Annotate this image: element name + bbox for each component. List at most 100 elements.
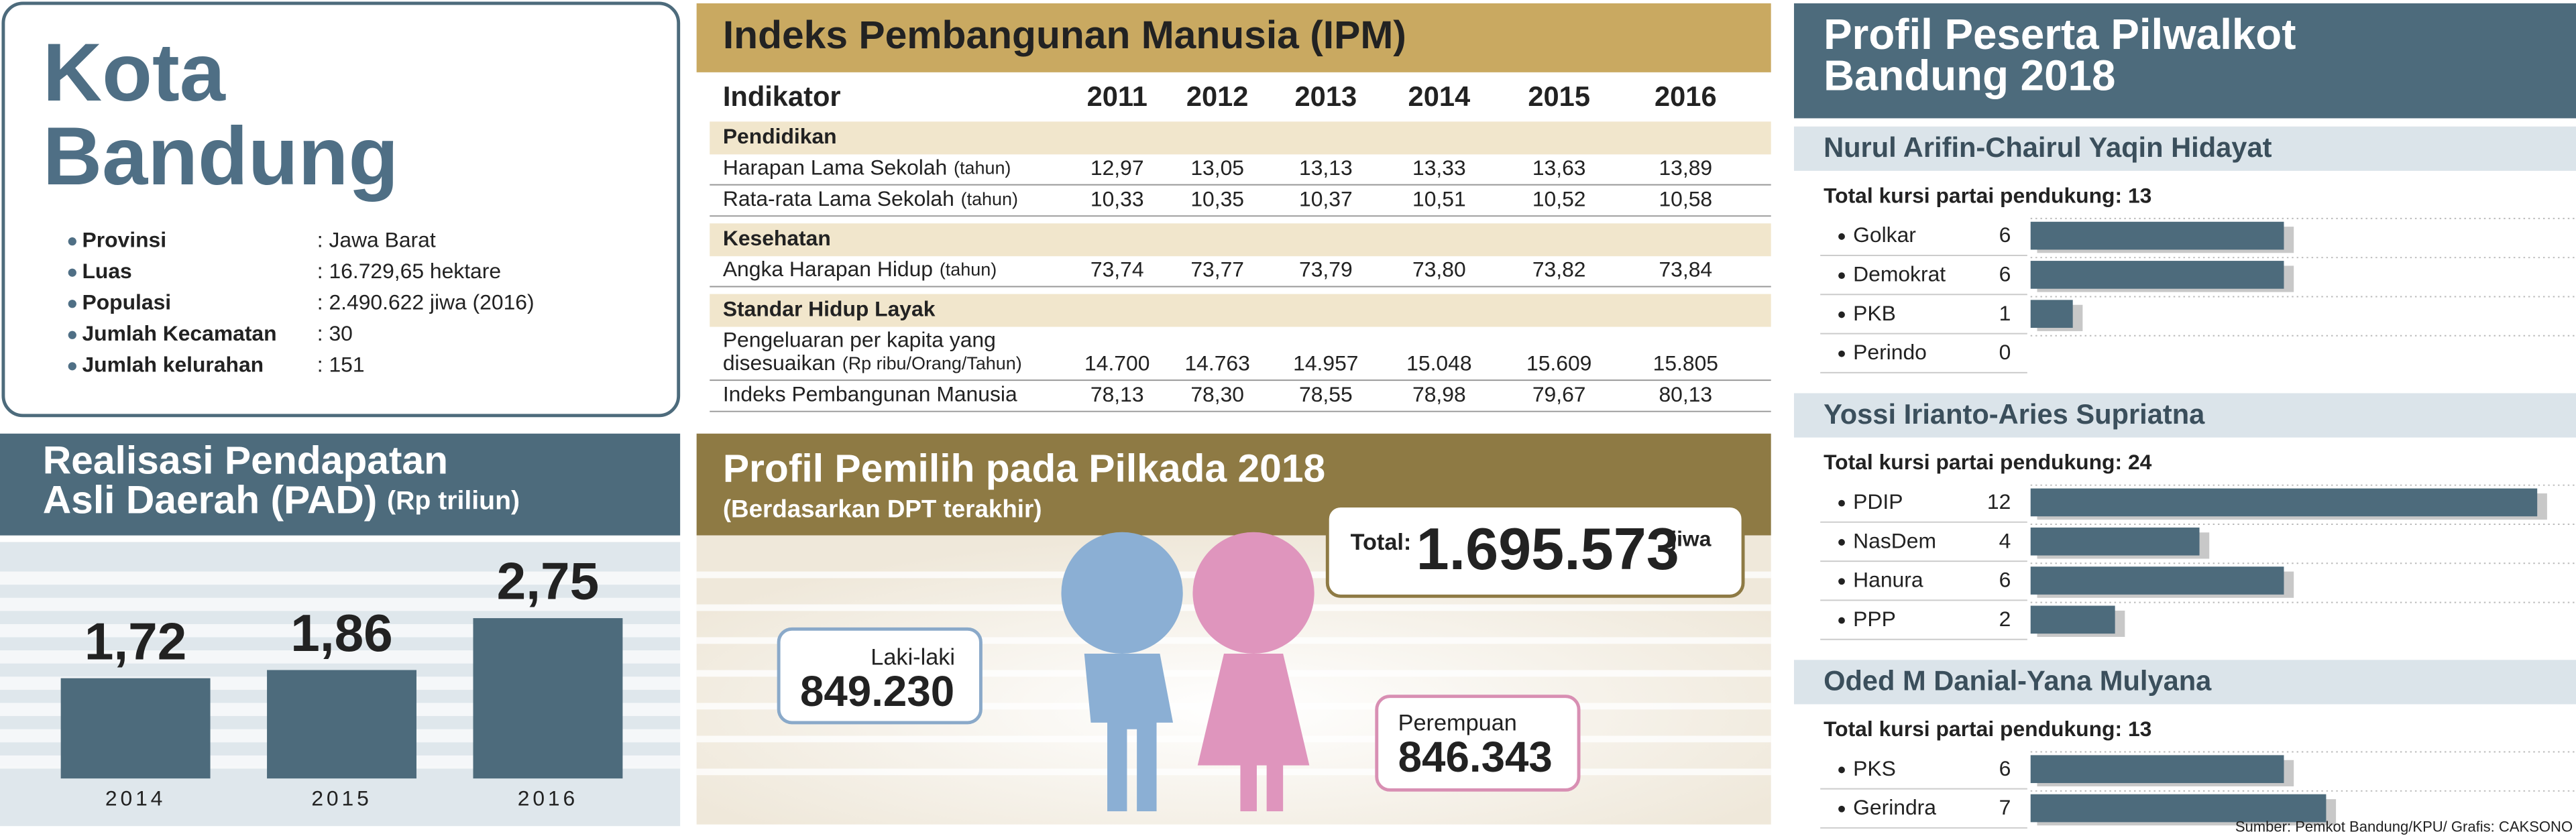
section-band	[710, 223, 1771, 257]
ipm-header: 2011	[1087, 80, 1147, 112]
pair-name: Oded M Danial-Yana Mulyana	[1824, 665, 2212, 697]
cell-value: 13,05	[1190, 156, 1244, 180]
ipm-header	[696, 3, 1771, 72]
pair-name: Yossi Irianto-Aries Supriatna	[1824, 398, 2205, 430]
cell-value: 73,84	[1659, 257, 1712, 282]
ipm-header: Indikator	[723, 80, 841, 112]
candidates-title: Bandung 2018	[1824, 52, 2115, 99]
city-title: Bandung	[43, 110, 399, 202]
bullet	[68, 300, 76, 308]
row-label: Rata-rata Lama Sekolah (tahun)	[723, 186, 1018, 211]
cell-value: 10,33	[1090, 186, 1144, 211]
section-name: Kesehatan	[723, 226, 831, 250]
cell-value: 13,33	[1412, 156, 1466, 180]
bullet	[68, 331, 76, 339]
bullet	[68, 237, 76, 246]
row-unit: (tahun)	[954, 158, 1011, 178]
pair-band	[1793, 393, 2576, 438]
party-bar	[2030, 261, 2284, 289]
cell-value: 14.763	[1184, 351, 1249, 375]
bullet	[68, 268, 76, 277]
row-label-text: Angka Harapan Hidup	[723, 257, 933, 282]
city-title: Kota	[43, 26, 226, 118]
total-unit: jiwa	[1670, 526, 1711, 550]
cell-value: 15.048	[1406, 351, 1471, 375]
row-label: Pengeluaran per kapita yang	[723, 328, 996, 352]
male-box	[777, 627, 983, 725]
candidates-header	[1793, 3, 2576, 119]
total-box	[1325, 504, 1745, 598]
cell-value: 78,30	[1190, 382, 1244, 406]
party-name: Demokrat	[1853, 262, 1946, 286]
pad-header	[0, 433, 681, 536]
row-label: Angka Harapan Hidup (tahun)	[723, 257, 997, 282]
profile-label: Jumlah Kecamatan	[82, 321, 276, 345]
party-name: Hanura	[1853, 568, 1923, 592]
pad-value-label: 1,72	[85, 611, 187, 670]
row-label-text: Harapan Lama Sekolah	[723, 156, 947, 180]
section-band	[710, 121, 1771, 155]
cell-value: 78,13	[1090, 382, 1144, 406]
party-bar	[2030, 755, 2284, 784]
pad-title: Realisasi Pendapatan	[43, 438, 448, 482]
cell-value: 13,89	[1659, 156, 1712, 180]
ipm-header: 2015	[1528, 80, 1590, 112]
ipm-header: 2016	[1655, 80, 1717, 112]
party-name: PKS	[1853, 756, 1896, 780]
profile-label: Populasi	[82, 290, 171, 314]
pad-value-label: 2,75	[497, 552, 600, 611]
party-seats: 6	[1999, 223, 2011, 247]
male-figure	[1061, 532, 1183, 812]
female-figure	[1192, 532, 1314, 812]
cell-value: 14.700	[1084, 351, 1150, 375]
pad-title-line: Asli Daerah (PAD)	[43, 478, 378, 522]
cell-value: 73,79	[1299, 257, 1353, 282]
row-label-text: disesuaikan	[723, 351, 836, 375]
row-label: disesuaikan (Rp ribu/Orang/Tahun)	[723, 351, 1022, 375]
ipm-header: 2013	[1295, 80, 1357, 112]
male-label: Laki-laki	[871, 644, 955, 670]
cell-value: 80,13	[1659, 382, 1712, 406]
cell-value: 73,77	[1190, 257, 1244, 282]
row-label: Harapan Lama Sekolah (tahun)	[723, 156, 1011, 180]
pad-year: 2015	[311, 786, 372, 810]
pad-title: Asli Daerah (PAD) (Rp triliun)	[43, 478, 520, 522]
source: Sumber: Pemkot Bandung/KPU/ Grafis: CAKS…	[2235, 819, 2573, 835]
profile-value: : 2.490.622 jiwa (2016)	[317, 290, 535, 314]
pad-bar	[60, 678, 211, 779]
cell-value: 13,63	[1532, 156, 1586, 180]
female-box	[1375, 695, 1581, 792]
party-name: NasDem	[1853, 528, 1936, 552]
seats-label: Total kursi partai pendukung: 24	[1824, 450, 2152, 474]
section-band	[710, 294, 1771, 327]
seats-label: Total kursi partai pendukung: 13	[1824, 717, 2151, 741]
cell-value: 12,97	[1090, 156, 1144, 180]
bullet	[1838, 272, 1845, 280]
bullet	[1838, 766, 1845, 774]
party-seats: 4	[1999, 528, 2011, 552]
pair-band	[1793, 660, 2576, 705]
row-label-text: Pengeluaran per kapita yang	[723, 328, 996, 352]
bullet	[68, 362, 76, 371]
bullet	[1838, 617, 1845, 624]
cell-value: 14.957	[1293, 351, 1358, 375]
party-seats: 6	[1999, 756, 2011, 780]
section-name: Standar Hidup Layak	[723, 296, 936, 320]
row-unit: (tahun)	[961, 189, 1018, 209]
pad-bar	[473, 618, 623, 779]
bullet	[1838, 539, 1845, 546]
cell-value: 10,35	[1190, 186, 1244, 211]
party-seats: 6	[1999, 568, 2011, 592]
cell-value: 73,82	[1532, 257, 1586, 282]
cell-value: 73,80	[1412, 257, 1466, 282]
voters-subtitle: (Berdasarkan DPT terakhir)	[723, 495, 1042, 523]
cell-value: 10,51	[1412, 186, 1466, 211]
voters-title: Profil Pemilih pada Pilkada 2018	[723, 447, 1325, 491]
cell-value: 10,37	[1299, 186, 1353, 211]
pair-band	[1793, 126, 2576, 171]
party-seats: 2	[1999, 607, 2011, 631]
party-bar	[2030, 527, 2200, 556]
party-seats: 7	[1999, 795, 2011, 819]
